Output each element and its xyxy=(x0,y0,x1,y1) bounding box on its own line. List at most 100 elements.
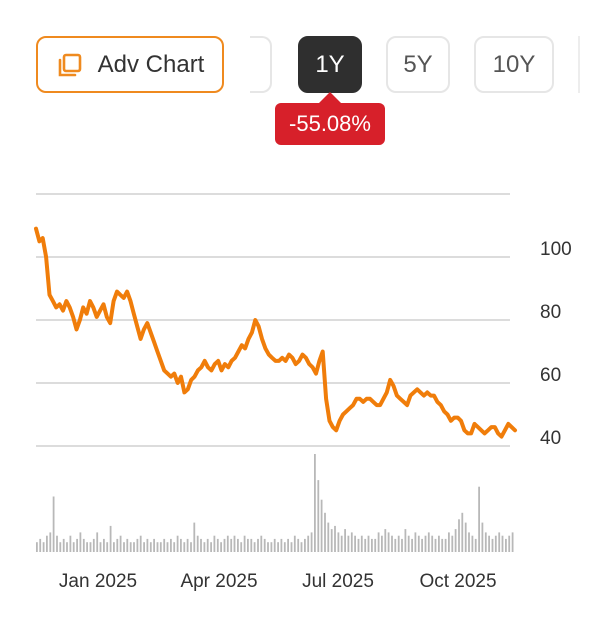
volume-bar xyxy=(367,535,370,552)
volume-bar xyxy=(159,542,162,552)
volume-bar xyxy=(488,535,490,552)
volume-bar xyxy=(240,542,243,552)
volume-bar xyxy=(324,512,326,552)
volume-bar xyxy=(139,535,142,552)
volume-bar xyxy=(277,542,279,552)
volume-bar xyxy=(116,538,119,552)
volume-bar xyxy=(511,532,514,552)
volume-bar xyxy=(166,542,169,552)
volume-bar xyxy=(350,532,353,552)
volume-bar xyxy=(310,532,313,552)
volume-bar xyxy=(434,538,437,552)
volume-bar xyxy=(384,529,387,552)
volume-bar xyxy=(89,542,92,552)
volume-bar xyxy=(354,535,356,552)
volume-bar xyxy=(76,538,78,552)
volume-bar xyxy=(448,532,450,552)
volume-bar xyxy=(427,532,430,552)
volume-bar xyxy=(72,542,75,552)
volume-bar xyxy=(364,538,367,552)
volume-bar xyxy=(109,525,112,552)
volume-bar xyxy=(464,522,467,552)
volume-bar xyxy=(247,538,249,552)
volume-bar xyxy=(92,538,95,552)
volume-bar xyxy=(340,535,343,552)
volume-bar xyxy=(501,535,504,552)
volume-bar xyxy=(454,529,457,552)
volume-bar xyxy=(123,542,125,552)
volume-bar xyxy=(119,535,122,552)
volume-bar xyxy=(270,542,273,552)
volume-bar xyxy=(173,542,176,552)
volume-bar xyxy=(287,538,289,552)
y-tick-label: 40 xyxy=(540,428,561,449)
volume-bar xyxy=(243,535,246,552)
volume-bar xyxy=(474,538,477,552)
volume-bar xyxy=(508,535,511,552)
range-button-partial[interactable] xyxy=(250,36,272,93)
volume-bar xyxy=(317,480,320,552)
volume-bar xyxy=(424,535,427,552)
volume-bar xyxy=(260,535,263,552)
volume-bar xyxy=(210,542,212,552)
volume-bar xyxy=(176,535,179,552)
range-button-overflow[interactable] xyxy=(578,36,600,93)
volume-bar xyxy=(200,538,202,552)
volume-bar xyxy=(290,542,293,552)
volume-bar xyxy=(220,542,222,552)
volume-bar xyxy=(56,535,58,552)
volume-bar xyxy=(213,535,216,552)
volume-bar xyxy=(371,538,373,552)
volume-bar xyxy=(183,542,186,552)
volume-bar xyxy=(304,538,306,552)
volume-bar xyxy=(300,542,303,552)
volume-bar xyxy=(149,542,152,552)
volume-bar xyxy=(334,525,336,552)
volume-bar xyxy=(484,532,487,552)
volume-bar xyxy=(498,532,501,552)
x-tick-label: Apr 2025 xyxy=(180,571,257,592)
volume-bar xyxy=(99,542,102,552)
volume-bar xyxy=(52,496,55,552)
volume-bar xyxy=(451,535,454,552)
volume-bar xyxy=(59,542,62,552)
volume-bar xyxy=(347,535,350,552)
volume-bar xyxy=(82,538,85,552)
y-tick-label: 80 xyxy=(540,302,561,323)
range-button-5y[interactable]: 5Y xyxy=(386,36,450,93)
volume-bar xyxy=(230,538,233,552)
volume-bar xyxy=(226,535,229,552)
chart-layers-icon xyxy=(58,53,81,76)
volume-bar xyxy=(505,538,507,552)
volume-bar xyxy=(203,542,206,552)
volume-bar xyxy=(156,542,159,552)
y-tick-label: 100 xyxy=(540,239,572,260)
range-button-1y[interactable]: 1Y xyxy=(298,36,362,93)
y-tick-label: 60 xyxy=(540,365,561,386)
volume-bar xyxy=(481,522,484,552)
volume-bar xyxy=(103,538,105,552)
volume-bar xyxy=(394,538,397,552)
volume-bar xyxy=(431,535,434,552)
x-axis: Jan 2025 Apr 2025 Jul 2025 Oct 2025 xyxy=(59,571,497,592)
volume-bar xyxy=(478,486,480,552)
volume-bar xyxy=(407,535,410,552)
volume-bar xyxy=(180,538,182,552)
adv-chart-button[interactable]: Adv Chart xyxy=(36,36,224,93)
volume-bar xyxy=(253,542,256,552)
volume-bar xyxy=(374,538,377,552)
volume-bars xyxy=(36,454,514,552)
volume-bar xyxy=(39,538,42,552)
volume-bar xyxy=(216,538,219,552)
volume-bar xyxy=(381,535,383,552)
volume-bar xyxy=(314,454,316,552)
volume-bar xyxy=(206,538,209,552)
volume-bar xyxy=(257,538,259,552)
chart-grid xyxy=(36,193,510,447)
volume-bar xyxy=(233,535,236,552)
volume-bar xyxy=(337,532,340,552)
volume-bar xyxy=(330,529,333,552)
range-button-10y[interactable]: 10Y xyxy=(474,36,554,93)
change-badge: -55.08% xyxy=(275,103,385,145)
